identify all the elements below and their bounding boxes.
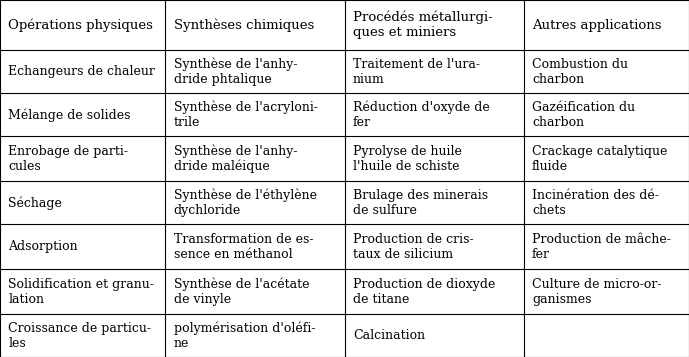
Text: Gazéification du
charbon: Gazéification du charbon	[532, 101, 635, 129]
Text: Brulage des minerais
de sulfure: Brulage des minerais de sulfure	[353, 189, 488, 217]
Text: Solidification et granu-
lation: Solidification et granu- lation	[8, 278, 154, 306]
Text: Adsorption: Adsorption	[8, 240, 78, 253]
Text: Incinération des dé-
chets: Incinération des dé- chets	[532, 189, 659, 217]
Text: Opérations physiques: Opérations physiques	[8, 19, 153, 32]
Text: Combustion du
charbon: Combustion du charbon	[532, 58, 628, 86]
Text: Transformation de es-
sence en méthanol: Transformation de es- sence en méthanol	[174, 233, 313, 261]
Text: Réduction d'oxyde de
fer: Réduction d'oxyde de fer	[353, 101, 489, 129]
Text: Production de dioxyde
de titane: Production de dioxyde de titane	[353, 278, 495, 306]
Text: Synthèse de l'acétate
de vinyle: Synthèse de l'acétate de vinyle	[174, 277, 309, 306]
Text: Synthèse de l'anhy-
dride maléique: Synthèse de l'anhy- dride maléique	[174, 144, 297, 174]
Text: polymérisation d'oléfi-
ne: polymérisation d'oléfi- ne	[174, 321, 315, 350]
Text: Enrobage de parti-
cules: Enrobage de parti- cules	[8, 145, 128, 173]
Text: Synthèse de l'éthylène
dychloride: Synthèse de l'éthylène dychloride	[174, 188, 317, 217]
Text: Crackage catalytique
fluide: Crackage catalytique fluide	[532, 145, 667, 173]
Text: Autres applications: Autres applications	[532, 19, 661, 32]
Text: Croissance de particu-
les: Croissance de particu- les	[8, 322, 152, 350]
Text: Synthèse de l'acryloni-
trile: Synthèse de l'acryloni- trile	[174, 101, 318, 129]
Text: Production de mâche-
fer: Production de mâche- fer	[532, 233, 671, 261]
Text: Calcination: Calcination	[353, 329, 425, 342]
Text: Culture de micro-or-
ganismes: Culture de micro-or- ganismes	[532, 278, 661, 306]
Text: Séchage: Séchage	[8, 196, 62, 210]
Text: Echangeurs de chaleur: Echangeurs de chaleur	[8, 65, 155, 79]
Text: Synthèses chimiques: Synthèses chimiques	[174, 19, 314, 32]
Text: Production de cris-
taux de silicium: Production de cris- taux de silicium	[353, 233, 473, 261]
Text: Synthèse de l'anhy-
dride phtalique: Synthèse de l'anhy- dride phtalique	[174, 58, 297, 86]
Text: Pyrolyse de huile
l'huile de schiste: Pyrolyse de huile l'huile de schiste	[353, 145, 462, 173]
Text: Mélange de solides: Mélange de solides	[8, 108, 131, 122]
Text: Procédés métallurgi-
ques et miniers: Procédés métallurgi- ques et miniers	[353, 11, 493, 40]
Text: Traitement de l'ura-
nium: Traitement de l'ura- nium	[353, 58, 480, 86]
